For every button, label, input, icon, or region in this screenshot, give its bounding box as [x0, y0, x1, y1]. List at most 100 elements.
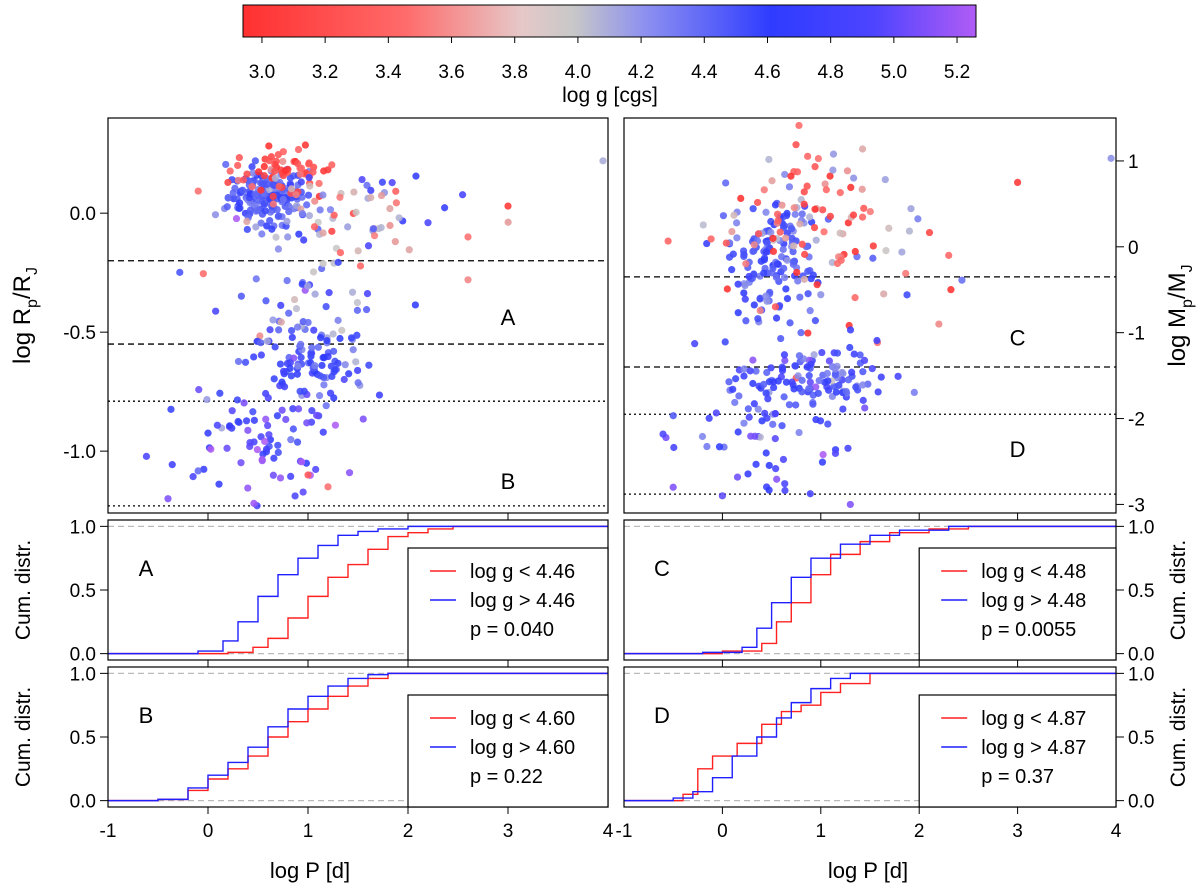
data-point	[245, 177, 253, 185]
data-point	[363, 181, 371, 189]
data-point	[769, 247, 778, 255]
x-tick-label: 3	[503, 821, 514, 842]
data-point	[806, 378, 814, 386]
data-point	[774, 377, 782, 385]
data-point	[275, 326, 283, 334]
data-point	[323, 337, 331, 345]
data-point	[756, 306, 764, 315]
data-point	[269, 180, 277, 188]
data-point	[699, 221, 707, 229]
data-point	[670, 443, 678, 452]
data-point	[769, 234, 777, 242]
y-tick-label: 0.0	[70, 792, 96, 813]
data-point	[768, 177, 776, 185]
data-point	[338, 326, 346, 334]
data-point	[223, 203, 231, 211]
data-point	[773, 475, 781, 483]
data-point	[233, 396, 241, 404]
x-tick-label: -1	[100, 821, 117, 842]
data-point	[262, 297, 270, 305]
x-tick-label: 1	[303, 821, 314, 842]
data-point	[287, 472, 295, 480]
data-point	[235, 154, 243, 162]
data-point	[315, 392, 324, 400]
data-point	[935, 320, 943, 328]
data-point	[734, 309, 742, 317]
data-point	[733, 473, 742, 481]
data-point	[330, 211, 338, 219]
data-point	[250, 353, 258, 361]
data-point	[248, 163, 256, 171]
data-point	[271, 343, 279, 351]
data-point	[304, 191, 313, 199]
data-point	[795, 352, 804, 360]
data-point	[824, 420, 832, 428]
data-point	[312, 465, 320, 474]
data-point	[850, 174, 858, 182]
data-point	[249, 408, 257, 416]
data-point	[947, 286, 955, 294]
cdf-line	[624, 672, 1116, 802]
data-point	[378, 178, 387, 186]
data-point	[246, 442, 254, 451]
data-point	[771, 303, 780, 311]
data-point	[286, 364, 294, 373]
data-point	[734, 280, 742, 288]
data-point	[294, 405, 303, 413]
panel-label: D	[654, 703, 670, 728]
data-point	[804, 290, 812, 298]
data-point	[386, 221, 394, 230]
data-point	[812, 236, 820, 244]
data-point	[728, 266, 736, 274]
y-tick-label: 1.0	[70, 517, 96, 538]
data-point	[737, 194, 745, 203]
data-point	[203, 395, 211, 404]
data-point	[334, 316, 342, 324]
data-point	[735, 392, 743, 400]
data-point	[771, 435, 779, 443]
data-point	[778, 253, 786, 261]
data-point	[258, 230, 266, 238]
x-tick-label: 0	[717, 821, 728, 842]
data-point	[1107, 154, 1115, 162]
data-point	[805, 213, 814, 221]
data-point	[703, 442, 711, 451]
data-point	[811, 163, 819, 171]
y-tick-label: 1.0	[70, 664, 96, 685]
data-point	[778, 364, 787, 373]
data-point	[902, 269, 910, 278]
data-point	[745, 272, 753, 281]
y-axis-label: Cum. distr.	[1167, 540, 1190, 640]
data-point	[859, 381, 867, 389]
data-point	[733, 219, 741, 227]
data-point	[297, 178, 305, 186]
data-point	[741, 295, 749, 303]
data-point	[176, 268, 184, 276]
data-point	[264, 394, 272, 402]
data-point	[168, 461, 176, 469]
x-tick-label: 4	[603, 821, 614, 842]
data-point	[265, 186, 273, 194]
data-point	[826, 172, 834, 180]
data-point	[300, 236, 308, 244]
data-point	[774, 216, 782, 225]
data-point	[793, 268, 801, 277]
data-point	[851, 247, 859, 256]
data-point	[779, 455, 788, 464]
data-point	[769, 420, 777, 428]
y-label-main: log M	[1164, 308, 1191, 367]
data-point	[282, 415, 290, 424]
data-point	[264, 421, 272, 430]
region-label: B	[501, 469, 516, 494]
data-point	[222, 160, 230, 169]
y-label-sub2: J	[1179, 264, 1196, 272]
data-point	[804, 267, 812, 275]
data-point	[195, 386, 203, 394]
data-point	[194, 467, 202, 475]
data-point	[242, 417, 251, 425]
data-point	[860, 204, 868, 212]
legend-box	[918, 547, 1117, 661]
data-point	[790, 257, 799, 265]
data-point	[257, 351, 265, 359]
data-point	[243, 217, 251, 226]
